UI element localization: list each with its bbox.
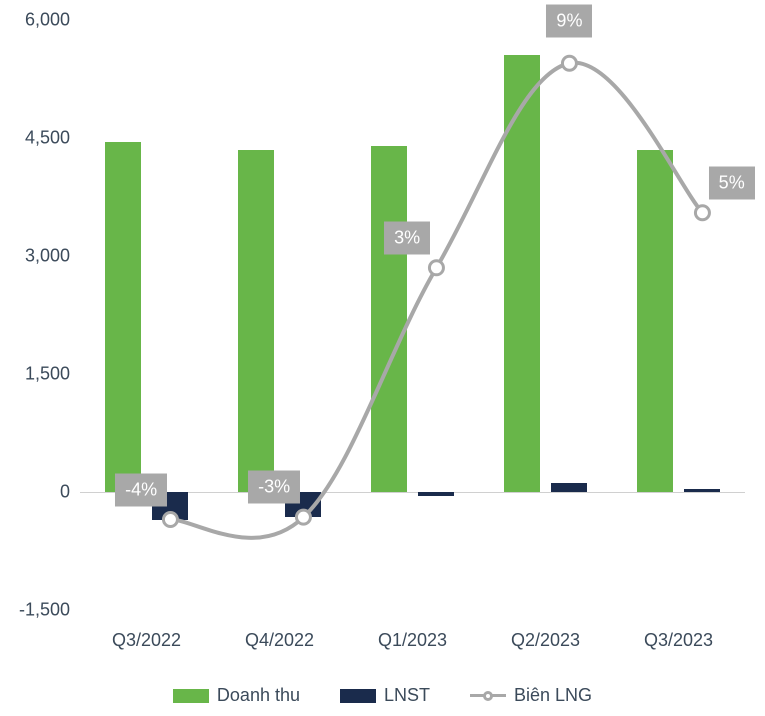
x-tick-label: Q1/2023 — [378, 630, 447, 651]
x-tick-label: Q3/2022 — [112, 630, 181, 651]
legend-label: LNST — [384, 685, 430, 706]
y-tick-label: 1,500 — [25, 364, 70, 385]
bien-lng-label: 9% — [546, 5, 592, 38]
legend-item-doanh-thu: Doanh thu — [173, 685, 300, 706]
bien-lng-marker — [695, 206, 709, 220]
y-tick-label: 4,500 — [25, 128, 70, 149]
legend-item-lnst: LNST — [340, 685, 430, 706]
bien-lng-label: 5% — [709, 166, 755, 199]
bien-lng-label: -3% — [248, 471, 300, 504]
legend-label: Biên LNG — [514, 685, 592, 706]
y-tick-label: 3,000 — [25, 246, 70, 267]
bien-lng-marker — [562, 56, 576, 70]
bien-lng-marker — [429, 261, 443, 275]
x-tick-label: Q2/2023 — [511, 630, 580, 651]
bien-lng-marker — [296, 510, 310, 524]
y-tick-label: 0 — [60, 482, 70, 503]
bien-lng-marker — [163, 513, 177, 527]
legend: Doanh thu LNST Biên LNG — [0, 685, 765, 706]
plot-area: -1,50001,5003,0004,5006,000Q3/2022Q4/202… — [80, 20, 745, 610]
legend-swatch — [340, 689, 376, 703]
chart-container: -1,500 0 1,500 3,000 4,500 6,000 Q3/2022 Q4/202… — [0, 0, 765, 716]
legend-item-bien-lng: Biên LNG — [470, 685, 592, 706]
y-tick-label: 6,000 — [25, 10, 70, 31]
legend-swatch — [173, 689, 209, 703]
bien-lng-label: 3% — [384, 221, 430, 254]
bien-lng-label: -4% — [115, 473, 167, 506]
legend-label: Doanh thu — [217, 685, 300, 706]
x-tick-label: Q4/2022 — [245, 630, 314, 651]
y-tick-label: -1,500 — [19, 600, 70, 621]
bien-lng-line — [80, 20, 745, 610]
x-tick-label: Q3/2023 — [644, 630, 713, 651]
legend-line-swatch — [470, 689, 506, 703]
